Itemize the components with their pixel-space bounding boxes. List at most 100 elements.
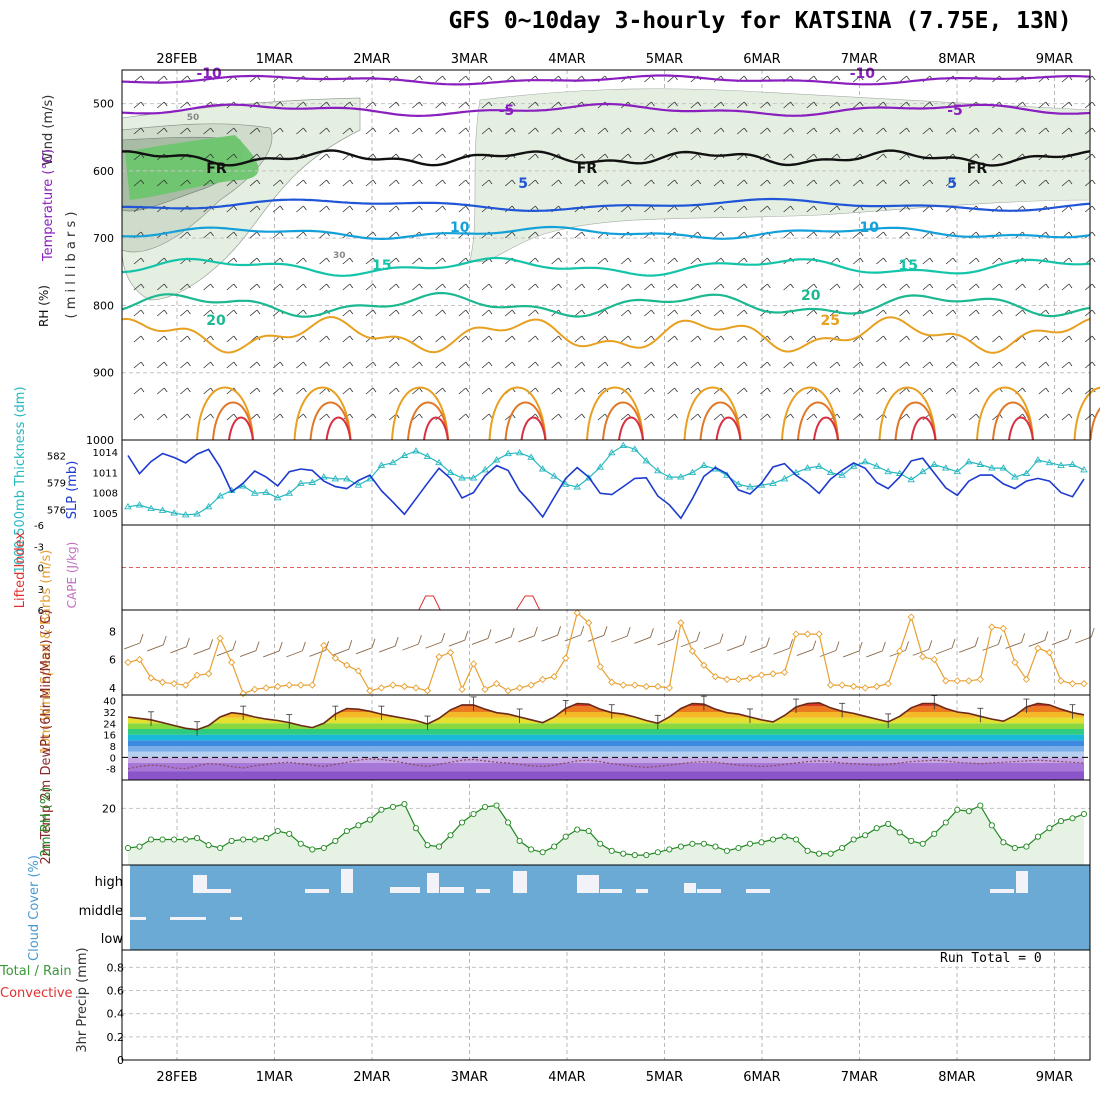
rh-marker [528, 846, 535, 853]
wind-barb-flag [442, 179, 446, 185]
wind-barb-flag [303, 231, 307, 237]
wind-barb-flag [674, 413, 678, 419]
wind-barb-flag [720, 101, 725, 107]
wind-barb [852, 387, 861, 395]
wind-barb-flag [1091, 257, 1096, 263]
wind-barb [435, 127, 443, 135]
wind-speed-marker [135, 655, 144, 664]
wind-speed-marker [216, 634, 224, 642]
surface-wind-barb-flag [789, 639, 794, 649]
wind-barb-flag [674, 283, 678, 289]
wind-barb [180, 231, 188, 239]
isotherm-minus10 [121, 74, 1091, 86]
wind-barb-flag [187, 309, 191, 315]
wind-barb [574, 257, 583, 265]
wind-barb [528, 101, 536, 109]
wind-barb-flag [140, 257, 145, 263]
wind-barb [736, 257, 745, 265]
date-label-top: 9MAR [1036, 52, 1073, 67]
wind-speed-marker [539, 675, 547, 684]
wind-barb [1061, 127, 1070, 135]
surface-wind-barb-flag [209, 639, 214, 649]
wind-barb [133, 361, 142, 369]
slp-line [127, 448, 1085, 520]
cloud-level-label: high [95, 875, 123, 890]
wind-speed-marker [850, 682, 858, 691]
wind-barb-flag [883, 257, 887, 263]
wind-barb-flag [372, 283, 377, 289]
precip-tick-label: 0.8 [107, 961, 125, 974]
thickness-tick-label: 576 [47, 506, 66, 517]
isotherm-20 [121, 291, 1091, 318]
wind-barb-flag [743, 101, 748, 107]
surface-wind-barb-flag [394, 636, 399, 647]
wind-barb [1084, 205, 1093, 213]
wind-barb [1038, 127, 1047, 135]
wind-speed-marker [953, 677, 961, 685]
thickness-marker [918, 467, 927, 475]
wind-barb-flag [906, 361, 910, 367]
wind-barb [435, 257, 443, 265]
wind-barb [319, 335, 327, 343]
wind-barb [713, 205, 722, 213]
wind-barb-flag [952, 387, 957, 393]
contour-label: 25 [821, 313, 840, 329]
wind-barb [1084, 101, 1093, 109]
wind-barb-flag [836, 101, 841, 107]
wind-barb [504, 101, 513, 109]
wind-barb [852, 127, 861, 135]
wind-barb-flag [349, 413, 354, 419]
wind-barb-flag [279, 179, 284, 185]
lifted-index-tick-label: 0 [38, 564, 44, 575]
lifted-index-axis-title: Lifted Index [13, 531, 28, 608]
wind-speed-line [127, 611, 1084, 695]
wind-barb [876, 361, 884, 369]
precip-axis-title: 3hr Precip (mm) [75, 947, 90, 1052]
wind-barb [852, 413, 861, 421]
wind-barb-flag [233, 153, 238, 159]
surface-wind-barb-flag [139, 633, 144, 644]
wind-barb-flag [929, 361, 934, 367]
surface-wind-barb-flag [371, 638, 376, 648]
wind-speed-marker [930, 655, 938, 664]
wind-barb-flag [488, 101, 493, 107]
rh-marker [217, 844, 224, 852]
wind-barb-flag [279, 387, 284, 393]
wind-barb-flag [442, 153, 446, 159]
wind-barb-flag [419, 179, 423, 185]
surface-isotherm [1008, 416, 1034, 441]
wind-barb [481, 101, 490, 109]
date-label-bottom: 4MAR [548, 1070, 585, 1085]
wind-barb [945, 387, 954, 395]
wind-barb [412, 361, 420, 369]
temp-band [128, 763, 1084, 772]
wind-speed-marker [423, 687, 432, 695]
rh-marker [896, 829, 903, 836]
surface-isotherm [196, 386, 254, 441]
surface-wind-barb [657, 638, 674, 646]
wind-barb-flag [372, 309, 377, 315]
wind-barb [551, 257, 559, 265]
wind-barb [713, 309, 722, 317]
wind-barb-flag [1091, 231, 1096, 237]
surface-isotherm [813, 416, 839, 441]
wind-barb-flag [1022, 335, 1026, 341]
wind-barb [690, 257, 699, 265]
thickness-marker [573, 483, 581, 490]
thickness-marker [181, 511, 190, 518]
wind-barb [876, 309, 884, 317]
wind-barb-flag [1068, 231, 1073, 237]
rh-marker [136, 843, 143, 850]
wind-barb [713, 413, 722, 421]
wind-barb [180, 127, 188, 135]
wind-speed-marker [631, 681, 639, 689]
wind-barb [783, 127, 791, 135]
wind-barb-flag [1022, 179, 1026, 185]
wind-barb [713, 283, 722, 291]
wind-barb [1015, 361, 1023, 369]
wind-speed-marker [354, 667, 362, 675]
wind-barb [667, 205, 675, 213]
wind-barb-flag [395, 179, 400, 185]
rh-marker [1023, 843, 1030, 850]
